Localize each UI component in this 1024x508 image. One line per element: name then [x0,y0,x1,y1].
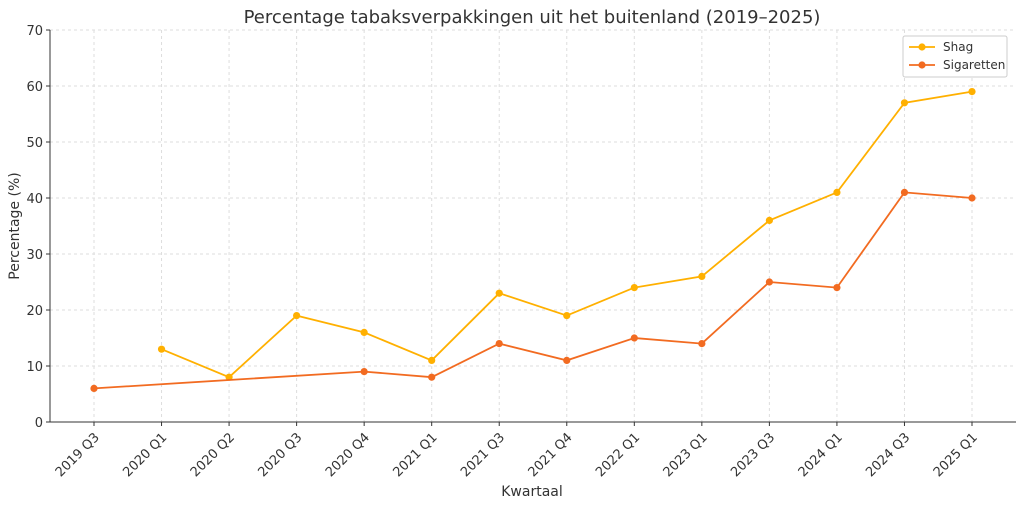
grid [50,29,1016,422]
series-lines [90,88,976,392]
x-axis-ticks: 2019 Q3 2020 Q1 2020 Q2 2020 Q3 2020 Q4 2021 … [53,422,981,480]
data-point [630,284,638,292]
data-point [360,368,368,376]
data-point [698,340,706,348]
x-tick-label: 2020 Q3 [255,430,305,480]
legend-marker-icon [918,43,926,51]
data-point [293,312,301,320]
legend-marker-icon [918,61,926,69]
data-point [765,216,773,224]
x-tick-label: 2023 Q1 [661,430,711,480]
series-shag [157,88,976,381]
y-tick-label: 40 [26,192,43,207]
data-point [900,99,909,107]
x-tick-label: 2022 Q1 [593,430,643,480]
x-tick-label: 2020 Q4 [323,430,373,480]
series-sigaretten [90,188,976,392]
y-tick-label: 60 [26,80,43,95]
y-axis-ticks: 0 10 20 30 40 50 60 70 [26,24,50,431]
y-tick-label: 70 [26,24,43,39]
data-point [428,356,436,364]
x-tick-label: 2021 Q1 [391,430,441,480]
data-point [900,188,909,196]
x-tick-label: 2024 Q1 [796,430,846,480]
data-point [968,88,976,96]
chart-title: Percentage tabaksverpakkingen uit het bu… [244,7,821,28]
data-point [428,373,436,381]
data-point [698,272,706,280]
x-tick-label: 2021 Q4 [526,430,576,480]
axes [49,30,1016,423]
x-tick-label: 2024 Q3 [863,430,913,480]
x-tick-label: 2020 Q2 [188,430,238,480]
data-point [157,345,166,353]
x-tick-label: 2021 Q3 [458,430,508,480]
x-tick-label: 2023 Q3 [728,430,778,480]
x-tick-label: 2020 Q1 [120,430,170,480]
y-tick-label: 20 [26,304,43,319]
data-point [495,289,503,297]
data-point [833,284,841,292]
data-point [563,356,571,364]
y-tick-label: 10 [26,360,43,375]
x-axis-label: Kwartaal [501,484,563,500]
y-tick-label: 0 [35,416,43,431]
data-point [495,340,503,348]
x-tick-label: 2019 Q3 [53,430,103,480]
data-point [968,194,976,202]
x-tick-label: 2025 Q1 [931,430,981,480]
y-axis-label: Percentage (%) [7,172,23,279]
legend: Shag Sigaretten [902,35,1008,78]
data-point [360,328,368,336]
data-point [563,312,571,320]
legend-label: Shag [943,40,973,54]
data-point [765,278,773,286]
legend-label: Sigaretten [943,58,1005,72]
data-point [833,188,841,196]
y-tick-label: 30 [26,248,43,263]
y-tick-label: 50 [26,136,43,151]
data-point [630,334,638,342]
data-point [90,384,98,392]
